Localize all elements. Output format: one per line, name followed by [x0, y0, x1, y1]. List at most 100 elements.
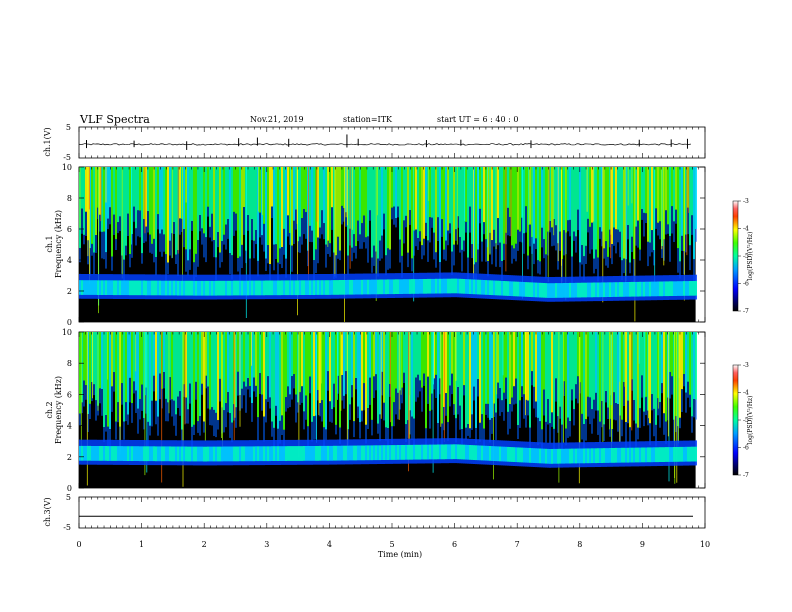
- sferic-column: [167, 167, 169, 263]
- sferic-column: [161, 167, 163, 230]
- hiss-band-inner: [181, 446, 183, 462]
- sferic-column: [483, 332, 485, 429]
- hiss-band-inner: [375, 279, 377, 295]
- sferic-column: [163, 332, 165, 372]
- hiss-band-inner: [207, 280, 209, 296]
- sferic-column: [519, 332, 521, 401]
- hiss-band-inner: [141, 446, 143, 462]
- sferic-fringe: [527, 255, 529, 270]
- sferic-fringe: [677, 248, 679, 273]
- sferic-column: [129, 167, 131, 254]
- sferic-column: [271, 332, 273, 422]
- hiss-band-inner: [549, 449, 551, 464]
- hiss-band-inner: [101, 446, 103, 461]
- sferic-column: [467, 332, 469, 424]
- hiss-band-inner: [679, 446, 681, 462]
- hiss-band-inner: [647, 281, 649, 297]
- sferic-fringe: [321, 210, 323, 235]
- hiss-band-inner: [507, 281, 509, 296]
- sferic-column: [671, 332, 673, 377]
- sferic-fringe: [689, 245, 691, 271]
- hiss-band-inner: [179, 280, 181, 296]
- hiss-band-inner: [579, 282, 581, 298]
- sferic-column: [311, 167, 313, 231]
- hiss-band-inner: [169, 446, 171, 462]
- hiss-band-inner: [137, 446, 139, 461]
- sferic-column: [131, 167, 133, 235]
- sferic-column: [461, 167, 463, 250]
- hiss-band-inner: [285, 446, 287, 461]
- sferic-fringe: [343, 208, 345, 222]
- sferic-column: [181, 167, 183, 219]
- sferic-column: [199, 167, 201, 215]
- hiss-band-inner: [99, 446, 101, 461]
- hiss-band-inner: [689, 281, 691, 296]
- sferic-fringe: [343, 395, 345, 409]
- hiss-band-inner: [615, 282, 617, 297]
- hiss-band-inner: [597, 282, 599, 298]
- sferic-fringe: [311, 421, 313, 442]
- sferic-fringe: [291, 376, 293, 400]
- hiss-band-inner: [315, 280, 317, 295]
- sferic-fringe: [149, 425, 151, 436]
- sferic-fringe: [199, 416, 201, 436]
- hiss-band-inner: [393, 445, 395, 460]
- sferic-fringe: [627, 400, 629, 424]
- hiss-band-inner: [523, 447, 525, 463]
- sferic-column: [219, 167, 221, 253]
- sferic-column: [659, 332, 661, 403]
- sferic-column: [491, 332, 493, 418]
- sferic-column: [171, 332, 173, 400]
- sferic-column: [457, 167, 459, 217]
- sferic-fringe: [159, 373, 161, 400]
- hiss-band-inner: [345, 445, 347, 461]
- hiss-band-inner: [93, 280, 95, 295]
- sferic-column: [127, 332, 129, 415]
- sferic-fringe: [155, 257, 157, 276]
- spectrogram-ytick-label: 4: [67, 422, 72, 431]
- hiss-band-inner: [553, 448, 555, 464]
- hiss-band-inner: [447, 444, 449, 460]
- hiss-band-inner: [123, 280, 125, 296]
- sferic-fringe: [495, 243, 497, 267]
- sferic-fringe: [235, 407, 237, 428]
- hiss-band-inner: [393, 279, 395, 295]
- sferic-fringe: [679, 261, 681, 279]
- sferic-fringe: [203, 421, 205, 433]
- sferic-column: [261, 332, 263, 395]
- ch2-spec-ylabel-channel: ch.2: [45, 401, 54, 418]
- hiss-band-inner: [323, 445, 325, 461]
- sferic-column: [207, 167, 209, 207]
- sferic-fringe: [395, 388, 397, 415]
- sferic-column: [293, 332, 295, 375]
- sferic-column: [641, 332, 643, 376]
- sferic-column: [603, 332, 605, 425]
- sferic-fringe: [145, 387, 147, 414]
- sferic-fringe: [225, 403, 227, 428]
- sferic-column: [493, 167, 495, 230]
- hiss-band-inner: [223, 446, 225, 462]
- sferic-fringe: [639, 408, 641, 428]
- sferic-column: [361, 167, 363, 224]
- hiss-band-inner: [569, 282, 571, 298]
- sferic-column: [473, 332, 475, 387]
- hiss-band-inner: [509, 281, 511, 296]
- sferic-fringe: [255, 385, 257, 397]
- sferic-column: [95, 332, 97, 401]
- sferic-fringe: [357, 220, 359, 242]
- hiss-band-inner: [109, 280, 111, 295]
- hiss-band-inner: [275, 280, 277, 296]
- time-tick-label-0: 0: [76, 540, 81, 549]
- sferic-column: [353, 167, 355, 235]
- hiss-band-inner: [383, 445, 385, 460]
- sferic-column: [655, 332, 657, 425]
- sferic-column: [463, 332, 465, 386]
- sferic-column: [337, 332, 339, 376]
- ch2-colorbar: [732, 364, 739, 476]
- sferic-fringe: [673, 221, 675, 242]
- sferic-fringe: [207, 386, 209, 409]
- hiss-band-inner: [387, 445, 389, 460]
- hiss-band-inner: [303, 280, 305, 295]
- hiss-band-inner: [381, 445, 383, 460]
